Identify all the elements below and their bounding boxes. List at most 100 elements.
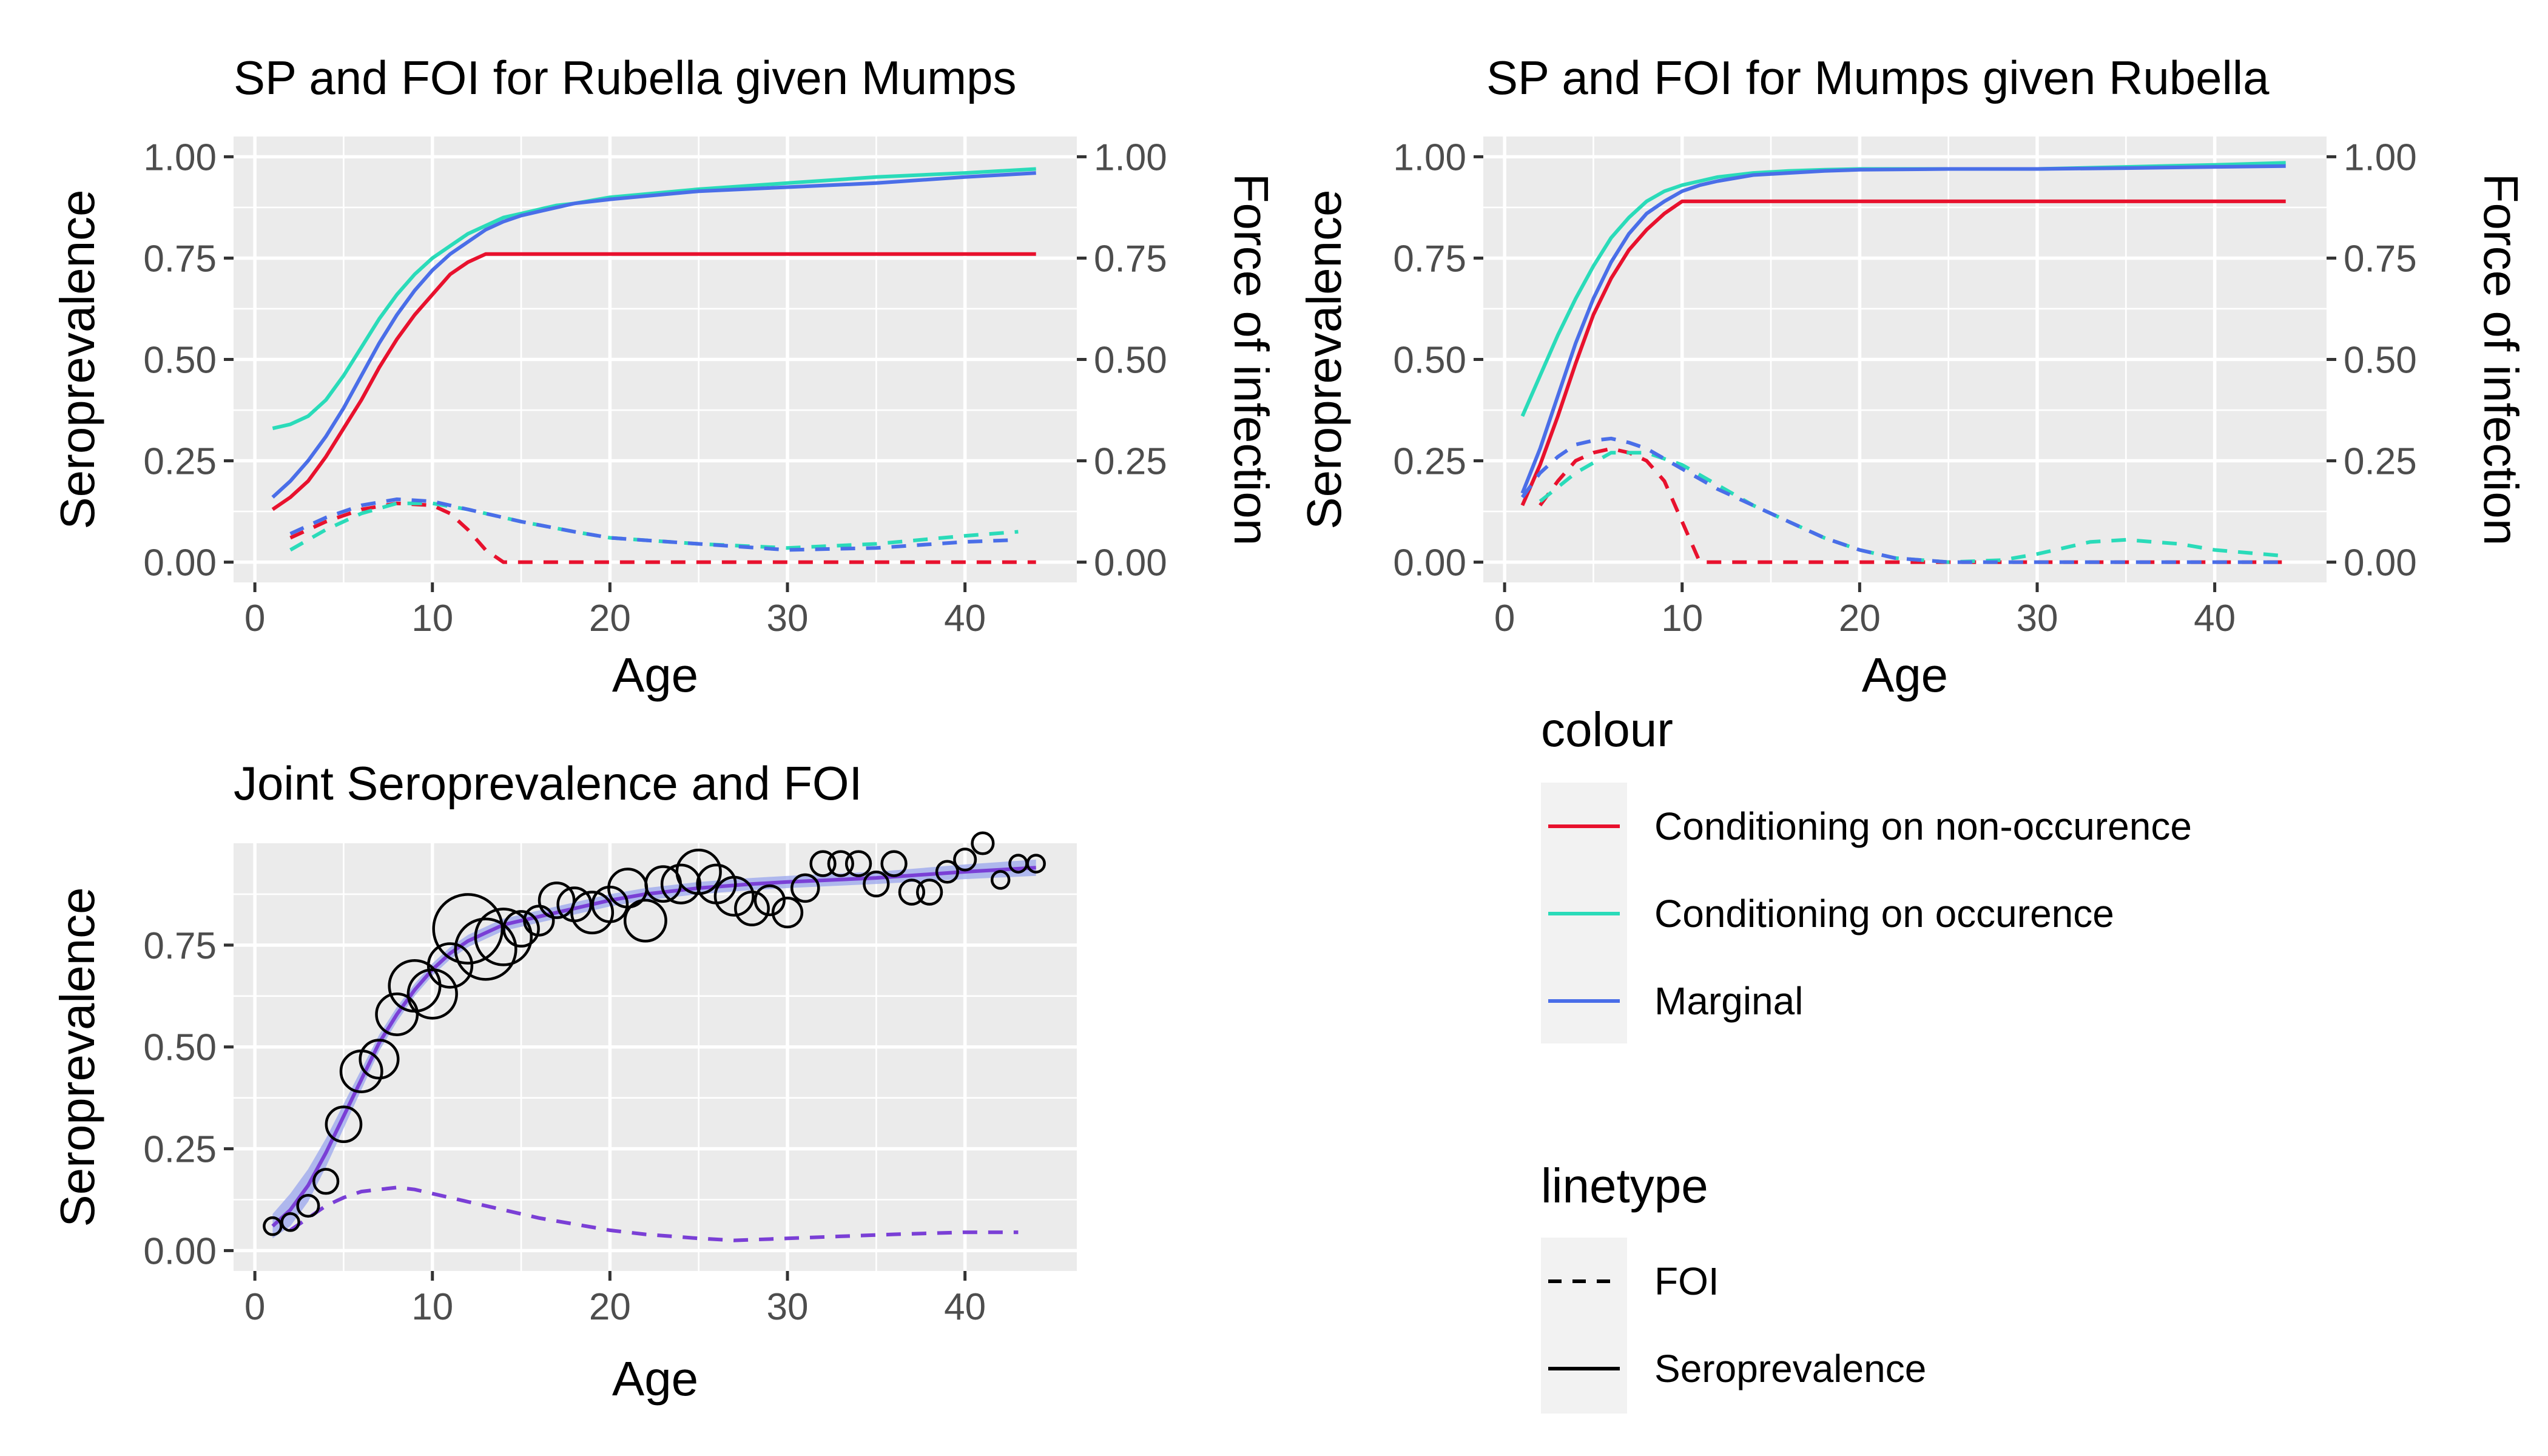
legend-colour: colour Conditioning on non-occurence Con… bbox=[1541, 703, 2192, 1043]
x-tick-label: 0 bbox=[244, 598, 265, 639]
chart-title: SP and FOI for Rubella given Mumps bbox=[234, 51, 1017, 104]
y2-tick-label: 0.50 bbox=[1094, 340, 1167, 382]
x-axis-title: Age bbox=[1862, 648, 1948, 702]
panel-mumps-given-rubella: 0 10 20 30 40 0.00 0.25 0.50 0.75 1.00 0.00 0.25 0.5… bbox=[1297, 51, 2528, 702]
series-conditioning-on-non-occurence-foi bbox=[1539, 447, 2286, 564]
data-point bbox=[790, 873, 820, 903]
data-point bbox=[898, 878, 926, 906]
y2-tick-label: 1.00 bbox=[2344, 136, 2417, 178]
y-tick-label: 0.00 bbox=[1393, 542, 1466, 584]
data-point bbox=[1026, 854, 1046, 874]
y2-tick-label: 0.50 bbox=[2344, 340, 2417, 382]
data-point bbox=[325, 1105, 363, 1144]
data-point bbox=[296, 1194, 320, 1218]
y-tick-label: 1.00 bbox=[1393, 136, 1466, 178]
series-marginal-seroprevalence bbox=[1520, 164, 2286, 494]
y2-tick-label: 0.75 bbox=[2344, 238, 2417, 280]
data-point bbox=[570, 891, 615, 935]
data-point bbox=[990, 870, 1011, 890]
data-point bbox=[713, 875, 755, 917]
x-tick-label: 30 bbox=[2017, 598, 2058, 639]
x-axis-title: Age bbox=[612, 1352, 698, 1406]
series-conditioning-on-occurence-seroprevalence bbox=[272, 167, 1036, 431]
data-point bbox=[426, 942, 474, 989]
y-axis-title: Seroprevalence bbox=[50, 887, 104, 1227]
series-marginal-foi bbox=[289, 497, 1019, 552]
x-tick-label: 40 bbox=[2194, 598, 2236, 639]
y-tick-label: 0.50 bbox=[143, 1027, 217, 1069]
x-tick-label: 0 bbox=[1494, 598, 1515, 639]
x-tick-label: 10 bbox=[411, 1286, 453, 1328]
data-point bbox=[502, 910, 540, 948]
legend-linetype-key-background bbox=[1541, 1238, 1627, 1414]
plot-area bbox=[1520, 161, 2286, 564]
y-tick-label: 0.50 bbox=[143, 340, 217, 382]
series-marginal-foi bbox=[1520, 436, 2286, 564]
data-point bbox=[863, 870, 890, 898]
data-point bbox=[474, 908, 533, 966]
y2-axis-title: Force of infection bbox=[2474, 174, 2528, 546]
data-point bbox=[844, 850, 872, 877]
data-point bbox=[880, 850, 908, 877]
y2-tick-label: 0.25 bbox=[1094, 441, 1167, 483]
series-marginal-seroprevalence bbox=[271, 171, 1036, 499]
chart-title: SP and FOI for Mumps given Rubella bbox=[1486, 51, 2270, 104]
data-point bbox=[623, 898, 667, 943]
x-tick-label: 30 bbox=[767, 1286, 809, 1328]
legend-label-occurence: Conditioning on occurence bbox=[1654, 892, 2114, 935]
y-tick-label: 0.75 bbox=[1393, 238, 1466, 280]
data-point bbox=[753, 884, 786, 917]
x-tick-label: 40 bbox=[944, 1286, 986, 1328]
data-point bbox=[312, 1168, 340, 1195]
legend-label-non-occurence: Conditioning on non-occurence bbox=[1654, 804, 2192, 848]
series-conditioning-on-non-occurence-seroprevalence bbox=[271, 252, 1036, 511]
y2-tick-label: 0.00 bbox=[1094, 542, 1167, 584]
x-tick-label: 20 bbox=[589, 598, 631, 639]
x-tick-label: 10 bbox=[411, 598, 453, 639]
data-point bbox=[935, 860, 959, 884]
x-tick-label: 20 bbox=[1839, 598, 1881, 639]
legend-label-marginal: Marginal bbox=[1654, 979, 1803, 1023]
chart-title: Joint Seroprevalence and FOI bbox=[234, 757, 862, 810]
panel-rubella-given-mumps: 0 10 20 30 40 0.00 0.25 0.50 0.75 1.00 0.00 0.25 0.5… bbox=[50, 51, 1278, 702]
data-point bbox=[432, 893, 504, 965]
data-point bbox=[771, 896, 804, 929]
seroprevalence-fit-line bbox=[271, 866, 1036, 1228]
y2-axis-title: Force of infection bbox=[1224, 174, 1278, 546]
y2-tick-label: 0.25 bbox=[2344, 441, 2417, 483]
y-tick-label: 0.75 bbox=[143, 238, 217, 280]
y-tick-label: 0.50 bbox=[1393, 340, 1466, 382]
data-point bbox=[827, 850, 854, 877]
legend-linetype: linetype FOI Seroprevalence bbox=[1541, 1159, 1926, 1414]
observed-points bbox=[263, 831, 1046, 1236]
y-tick-label: 0.00 bbox=[143, 542, 217, 584]
x-tick-label: 10 bbox=[1661, 598, 1703, 639]
legend-colour-title: colour bbox=[1541, 703, 1673, 757]
y2-tick-label: 1.00 bbox=[1094, 136, 1167, 178]
data-point bbox=[454, 917, 517, 981]
panel-joint-seroprevalence-foi: 0 10 20 30 40 0.00 0.25 0.50 0.75 Joint Seropreva… bbox=[50, 757, 1077, 1406]
x-tick-label: 30 bbox=[767, 598, 809, 639]
y2-tick-label: 0.00 bbox=[2344, 542, 2417, 584]
y2-tick-label: 0.75 bbox=[1094, 238, 1167, 280]
data-point bbox=[406, 968, 458, 1020]
y-axis-title: Seroprevalence bbox=[50, 189, 104, 529]
plot-area bbox=[271, 859, 1036, 1242]
legend-label-seroprevalence: Seroprevalence bbox=[1654, 1347, 1926, 1390]
series-conditioning-on-non-occurence-seroprevalence bbox=[1520, 199, 2286, 507]
x-axis-title: Age bbox=[612, 648, 698, 702]
y-tick-label: 0.25 bbox=[143, 441, 217, 483]
y-axis-title: Seroprevalence bbox=[1297, 189, 1351, 529]
plot-area bbox=[271, 167, 1036, 564]
data-point bbox=[538, 881, 576, 919]
data-point bbox=[280, 1212, 300, 1232]
legend-linetype-title: linetype bbox=[1541, 1159, 1708, 1213]
series-conditioning-on-occurence-foi bbox=[289, 501, 1019, 552]
data-point bbox=[359, 1039, 400, 1080]
y-tick-label: 1.00 bbox=[143, 136, 217, 178]
y-tick-label: 0.25 bbox=[1393, 441, 1466, 483]
data-point bbox=[263, 1216, 283, 1236]
legend-label-foi: FOI bbox=[1654, 1259, 1719, 1303]
foi-fit-line bbox=[289, 1185, 1019, 1242]
